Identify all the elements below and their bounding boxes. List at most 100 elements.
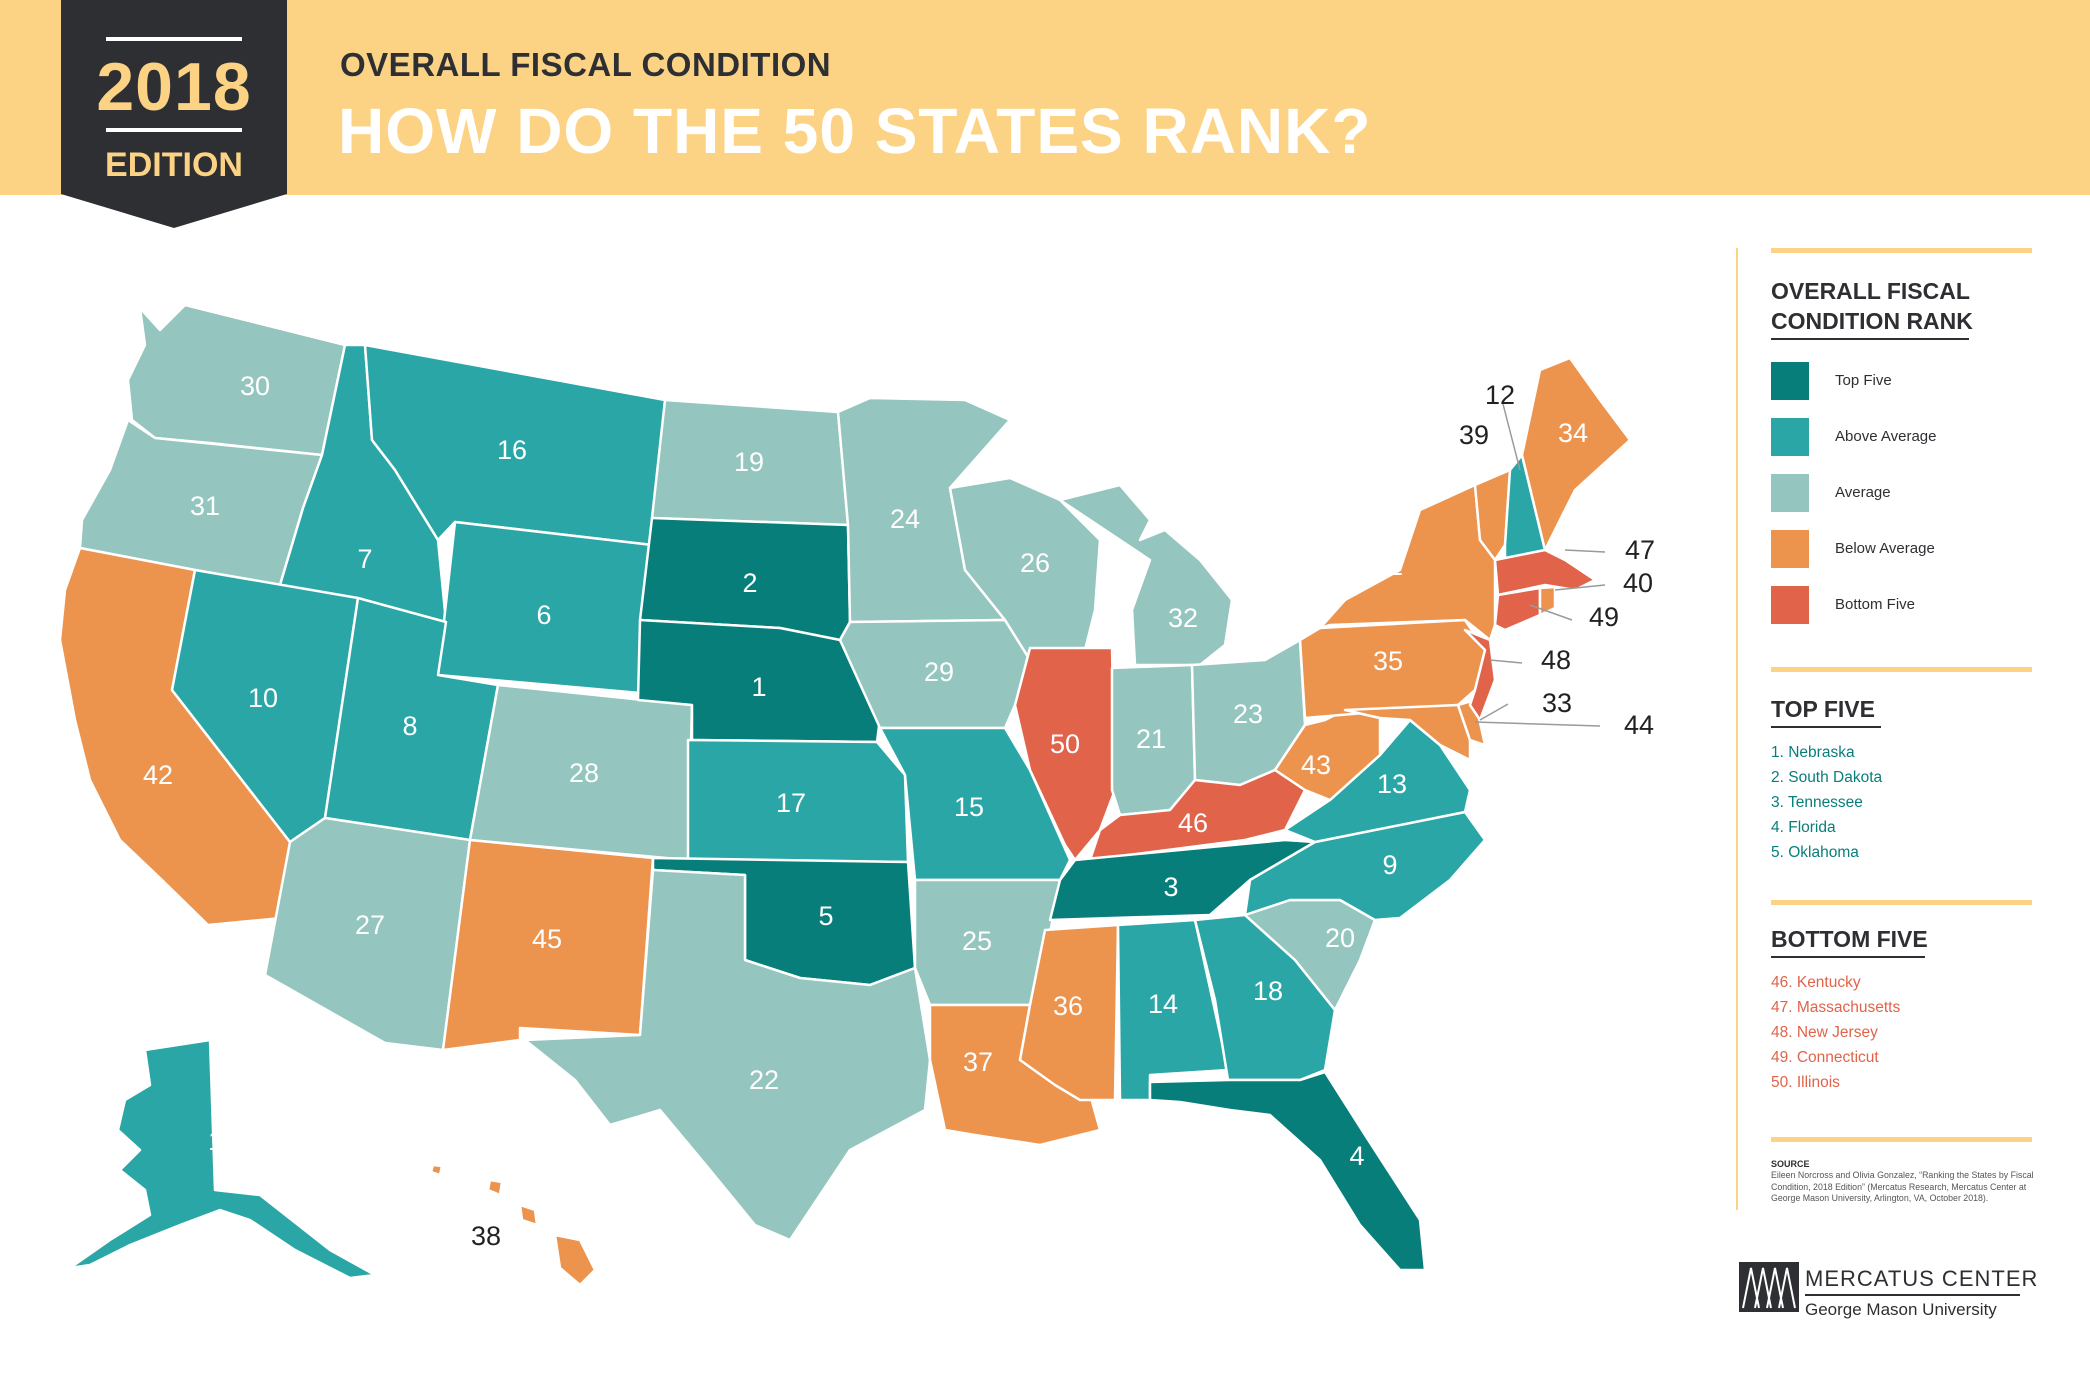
top-five-item: 1. Nebraska xyxy=(1771,744,1855,761)
badge-shape xyxy=(61,0,287,228)
state-texas xyxy=(523,868,932,1242)
state-missouri xyxy=(878,726,1072,882)
legend-label: Below Average xyxy=(1835,540,1935,557)
rank-label-washington: 30 xyxy=(240,371,270,401)
logo-divider xyxy=(1805,1294,2020,1296)
state-new-york xyxy=(1318,483,1497,642)
rank-label-kentucky: 46 xyxy=(1178,808,1208,838)
top-five-bar xyxy=(1771,667,2032,672)
bottom-five-item: 48. New Jersey xyxy=(1771,1024,1878,1041)
rank-label-utah: 8 xyxy=(402,711,417,741)
top-five-heading: TOP FIVE xyxy=(1771,696,1875,722)
rank-label-nevada: 10 xyxy=(248,683,278,713)
rank-label-colorado: 28 xyxy=(569,758,599,788)
legend-bar xyxy=(1771,248,2032,253)
bottom-five-item: 46. Kentucky xyxy=(1771,974,1861,991)
bottom-five-heading: BOTTOM FIVE xyxy=(1771,926,1928,952)
rank-label-oregon: 31 xyxy=(190,491,220,521)
logo-mark-icon xyxy=(1739,1262,1799,1312)
rank-label-idaho: 7 xyxy=(357,544,372,574)
rank-label-virginia: 13 xyxy=(1377,769,1407,799)
badge-divider xyxy=(106,128,242,132)
top-five-item: 4. Florida xyxy=(1771,819,1836,836)
state-washington xyxy=(126,303,347,457)
state-connecticut xyxy=(1493,586,1542,632)
rank-label-hawaii: 38 xyxy=(471,1221,501,1251)
legend-label: Bottom Five xyxy=(1835,596,1916,613)
legend-swatch xyxy=(1771,586,1809,624)
rank-label-ohio: 23 xyxy=(1233,699,1263,729)
top-five-item: 5. Oklahoma xyxy=(1771,844,1859,861)
rank-label-new-jersey: 48 xyxy=(1541,645,1571,675)
rank-label-texas: 22 xyxy=(749,1065,779,1095)
state-tennessee xyxy=(1048,838,1317,922)
rank-label-delaware: 33 xyxy=(1542,688,1572,718)
rank-label-oklahoma: 5 xyxy=(818,901,833,931)
rank-label-vermont: 39 xyxy=(1459,420,1489,450)
rank-label-wisconsin: 26 xyxy=(1020,548,1050,578)
legend-swatch xyxy=(1771,474,1809,512)
legend-title-line1: OVERALL FISCAL xyxy=(1771,278,1970,304)
state-michigan xyxy=(1058,483,1234,667)
bottom-five-bar xyxy=(1771,900,2032,905)
rank-label-massachusetts: 47 xyxy=(1625,535,1655,565)
rank-label-rhode-island: 40 xyxy=(1623,568,1653,598)
rank-label-mississippi: 36 xyxy=(1053,991,1083,1021)
legend-swatch xyxy=(1771,362,1809,400)
rank-label-maryland: 44 xyxy=(1624,710,1654,740)
legend-label: Above Average xyxy=(1835,428,1937,445)
badge-divider-top xyxy=(106,37,242,41)
state-florida xyxy=(1148,1070,1427,1272)
rank-label-south-carolina: 20 xyxy=(1325,923,1355,953)
callout-leaders xyxy=(1474,403,1606,727)
rank-label-florida: 4 xyxy=(1349,1141,1364,1171)
rank-label-illinois: 50 xyxy=(1050,729,1080,759)
source-bar xyxy=(1771,1137,2032,1142)
rank-label-alabama: 14 xyxy=(1148,989,1178,1019)
top-five-underline xyxy=(1771,726,1881,728)
legend-label: Average xyxy=(1835,484,1891,501)
page-title: HOW DO THE 50 STATES RANK? xyxy=(338,95,1372,167)
rank-label-north-carolina: 9 xyxy=(1382,850,1397,880)
rank-label-michigan: 32 xyxy=(1168,603,1198,633)
bottom-five-underline xyxy=(1771,956,1925,958)
edition-badge: 2018 EDITION xyxy=(61,0,287,228)
edition-label: EDITION xyxy=(105,146,243,184)
rank-label-minnesota: 24 xyxy=(890,504,920,534)
state-kentucky xyxy=(1088,768,1307,862)
rank-label-indiana: 21 xyxy=(1136,724,1166,754)
logo-affiliation: George Mason University xyxy=(1805,1300,1997,1319)
state-rhode-island xyxy=(1538,585,1557,617)
rank-label-missouri: 15 xyxy=(954,792,984,822)
state-delaware xyxy=(1456,698,1487,747)
rank-label-north-dakota: 19 xyxy=(734,447,764,477)
legend-title-underline xyxy=(1771,338,1969,340)
rank-label-wyoming: 6 xyxy=(536,600,551,630)
rank-label-new-york: 41 xyxy=(1373,551,1403,581)
top-five-item: 3. Tennessee xyxy=(1771,794,1863,811)
source-heading: SOURCE xyxy=(1771,1159,1810,1169)
state-wisconsin xyxy=(948,476,1102,662)
state-kansas xyxy=(686,738,910,864)
page-subtitle: OVERALL FISCAL CONDITION xyxy=(340,46,832,83)
top-five-item: 2. South Dakota xyxy=(1771,769,1883,786)
state-hawaii xyxy=(429,1163,597,1287)
rank-label-connecticut: 49 xyxy=(1589,602,1619,632)
rank-label-arizona: 27 xyxy=(355,910,385,940)
state-new-jersey xyxy=(1463,628,1497,722)
state-alaska xyxy=(68,1038,377,1280)
rank-label-south-dakota: 2 xyxy=(742,568,757,598)
legend-title-line2: CONDITION RANK xyxy=(1771,308,1973,334)
rank-label-arkansas: 25 xyxy=(962,926,992,956)
rank-label-nebraska: 1 xyxy=(751,672,766,702)
rank-label-pennsylvania: 35 xyxy=(1373,646,1403,676)
legend-swatch xyxy=(1771,530,1809,568)
rank-label-new-mexico: 45 xyxy=(532,924,562,954)
rank-label-louisiana: 37 xyxy=(963,1047,993,1077)
legend-swatch xyxy=(1771,418,1809,456)
mercatus-logo xyxy=(1739,1262,1799,1317)
rank-label-west-virginia: 43 xyxy=(1301,750,1331,780)
rank-label-montana: 16 xyxy=(497,435,527,465)
rank-label-new-hampshire: 12 xyxy=(1485,380,1515,410)
legend-label: Top Five xyxy=(1835,372,1892,389)
